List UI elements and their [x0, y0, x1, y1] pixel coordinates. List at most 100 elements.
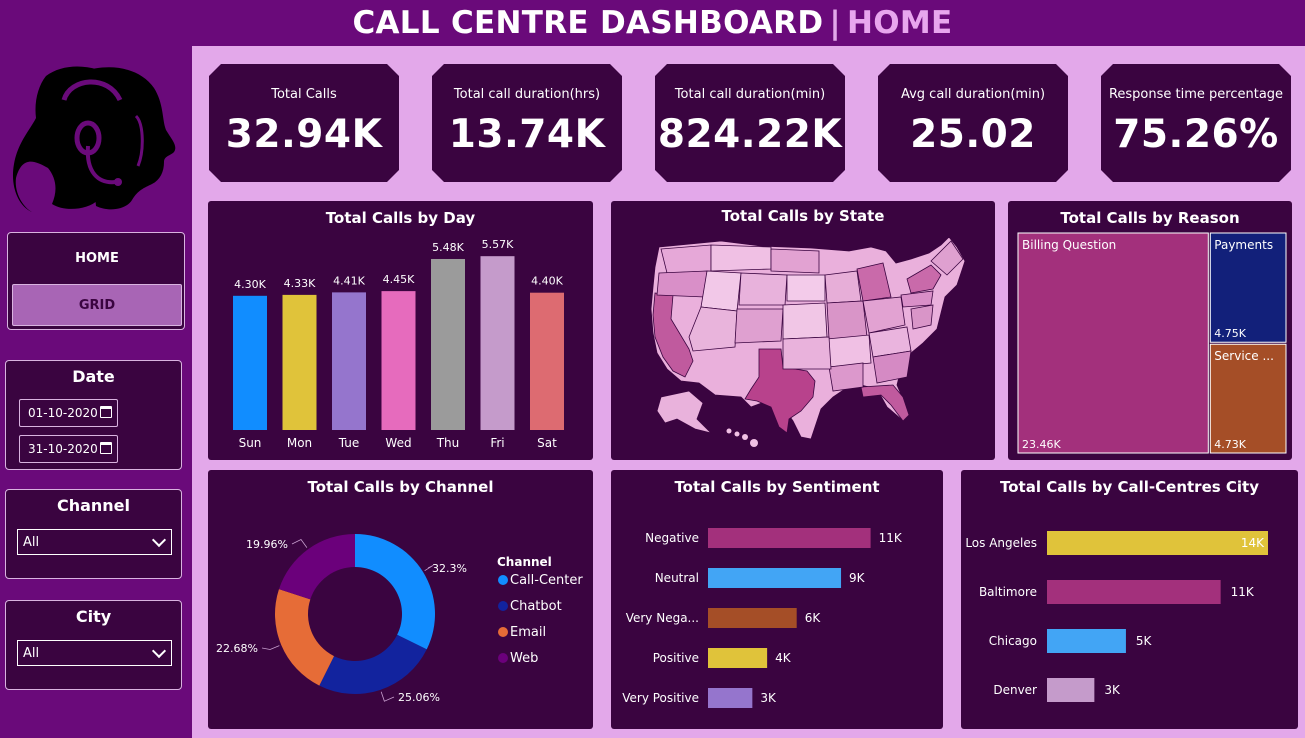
chart-calls-by-reason: Total Calls by Reason Billing Question 23…	[1008, 201, 1292, 460]
chevron-down-icon[interactable]	[151, 532, 167, 548]
slice-data-label: 32.3%	[432, 562, 467, 575]
legend-item: Call-Center	[510, 573, 583, 588]
treemap-category-label: Service ...	[1214, 349, 1274, 363]
leader-line	[261, 645, 280, 650]
bar-chicago	[1047, 629, 1126, 653]
page-navigator: HOME GRID	[7, 232, 185, 330]
bar-fri	[480, 256, 515, 430]
state-florida	[860, 384, 910, 422]
kpi-label: Total Calls	[271, 87, 337, 102]
donut-slice-chatbot	[319, 634, 427, 694]
nav-home-button[interactable]: HOME	[12, 237, 182, 279]
x-tick-label: Mon	[287, 436, 312, 450]
bar-los-angeles	[1047, 531, 1268, 555]
legend-marker	[498, 653, 508, 663]
y-tick-label: Neutral	[655, 571, 699, 585]
calendar-icon[interactable]	[100, 406, 112, 418]
y-tick-label: Positive	[653, 651, 699, 665]
call-centre-logo	[12, 66, 176, 212]
donut-slice-web	[278, 534, 355, 600]
bar-wed	[381, 291, 416, 430]
kpi-label: Total call duration(min)	[674, 87, 826, 102]
bar-plot: Los Angeles 14K Baltimore 11K Chicago 5K Denve…	[965, 531, 1268, 702]
legend-marker	[498, 627, 508, 637]
city-filter: City All	[5, 600, 182, 690]
bar-very-nega-	[708, 608, 797, 628]
x-tick-label: Sat	[537, 436, 557, 450]
start-date-input[interactable]: 01-10-2020	[19, 399, 118, 427]
bar-data-label: 3K	[760, 691, 777, 705]
us-state-map[interactable]	[611, 201, 995, 460]
channel-dropdown[interactable]: All	[17, 529, 172, 555]
y-tick-label: Denver	[993, 683, 1037, 697]
bar-positive	[708, 648, 768, 668]
bar-tue	[332, 292, 366, 430]
chart-title: Total Calls by Sentiment	[674, 478, 880, 496]
legend-item: Chatbot	[510, 599, 562, 614]
state-alaska	[656, 390, 713, 434]
bar-data-label: 4.45K	[383, 273, 415, 286]
chart-title: Total Calls by Channel	[307, 478, 494, 496]
chart-calls-by-city: Total Calls by Call-Centres City Los Ang…	[961, 470, 1298, 729]
dashboard-header: CALL CENTRE DASHBOARD | HOME	[0, 0, 1305, 46]
bar-data-label: 5.48K	[432, 241, 464, 254]
date-filter-title: Date	[72, 367, 115, 386]
slice-data-label: 22.68%	[216, 642, 258, 655]
bar-data-label: 5K	[1136, 634, 1153, 648]
x-tick-label: Wed	[385, 436, 411, 450]
city-dropdown-value: All	[23, 645, 40, 661]
treemap-value-label: 4.73K	[1214, 438, 1246, 451]
legend-title: Channel	[497, 555, 552, 569]
treemap-value-label: 23.46K	[1022, 438, 1061, 451]
bar-negative	[708, 528, 871, 548]
y-tick-label: Very Nega...	[626, 611, 699, 625]
chart-calls-by-state: Total Calls by State	[611, 201, 995, 460]
chart-title: Total Calls by State	[721, 207, 885, 225]
legend-marker	[498, 575, 508, 585]
channel-filter: Channel All	[5, 489, 182, 579]
chart-title: Total Calls by Reason	[1060, 209, 1240, 227]
channel-dropdown-value: All	[23, 534, 40, 550]
kpi-total-duration-min: Total call duration(min) 824.22K	[655, 64, 845, 182]
chevron-down-icon[interactable]	[151, 643, 167, 659]
x-tick-label: Fri	[490, 436, 504, 450]
treemap-value-label: 4.75K	[1214, 327, 1246, 340]
slice-data-label: 25.06%	[398, 691, 440, 704]
bar-neutral	[708, 568, 842, 588]
chart-calls-by-day: Total Calls by Day 4.30K Sun 4.33K Mon 4.41K…	[208, 201, 593, 460]
city-dropdown[interactable]: All	[17, 640, 172, 666]
leader-line	[380, 691, 395, 702]
calendar-icon[interactable]	[100, 442, 112, 454]
treemap-tile	[1209, 232, 1287, 343]
state-california	[652, 292, 694, 378]
kpi-total-calls: Total Calls 32.94K	[209, 64, 399, 182]
end-date-input[interactable]: 31-10-2020	[19, 435, 118, 463]
bar-data-label: 3K	[1104, 683, 1121, 697]
end-date-value: 31-10-2020	[28, 442, 98, 456]
nav-grid-button[interactable]: GRID	[12, 284, 182, 326]
start-date-value: 01-10-2020	[28, 406, 98, 420]
legend-item: Web	[510, 651, 538, 666]
bar-mon	[282, 294, 317, 430]
x-tick-label: Tue	[338, 436, 360, 450]
city-filter-title: City	[75, 607, 112, 626]
slice-data-label: 19.96%	[246, 538, 288, 551]
y-tick-label: Negative	[645, 531, 699, 545]
page-name: HOME	[847, 5, 953, 41]
kpi-avg-duration: Avg call duration(min) 25.02	[878, 64, 1068, 182]
legend-marker	[498, 601, 508, 611]
x-tick-label: Thu	[436, 436, 460, 450]
kpi-total-duration-hrs: Total call duration(hrs) 13.74K	[432, 64, 622, 182]
leader-line	[291, 538, 308, 548]
date-filter: Date 01-10-2020 31-10-2020	[5, 360, 182, 470]
bar-data-label: 4.40K	[531, 275, 563, 288]
bar-data-label: 11K	[879, 531, 903, 545]
kpi-response-time: Response time percentage 75.26%	[1101, 64, 1291, 182]
kpi-label: Response time percentage	[1108, 87, 1284, 102]
bar-data-label: 4.30K	[234, 278, 266, 291]
bar-data-label: 4.33K	[284, 277, 316, 290]
sidebar: HOME GRID Date 01-10-2020 31-10-2020 Cha…	[0, 46, 192, 738]
kpi-label: Avg call duration(min)	[900, 87, 1046, 102]
treemap-tile	[1209, 343, 1287, 454]
bar-data-label: 6K	[805, 611, 822, 625]
